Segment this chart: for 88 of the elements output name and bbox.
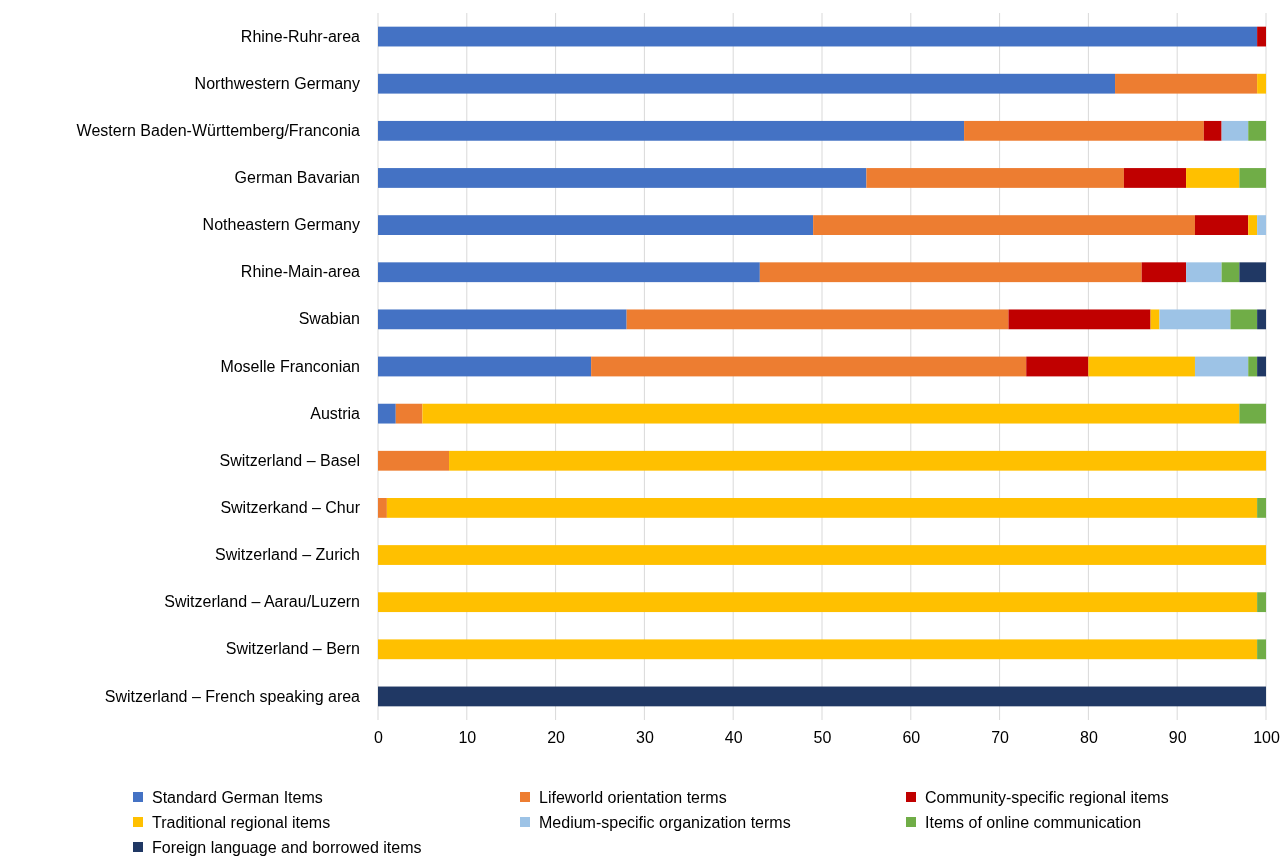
bar bbox=[378, 215, 814, 235]
bar bbox=[1257, 356, 1266, 377]
bar bbox=[378, 592, 1258, 613]
bar bbox=[1150, 309, 1160, 330]
bar bbox=[378, 168, 867, 188]
bar bbox=[1257, 639, 1266, 660]
x-tick-label: 80 bbox=[1080, 729, 1098, 747]
y-tick-label: Western Baden-Württemberg/Franconia bbox=[76, 121, 361, 139]
bar bbox=[1257, 309, 1266, 330]
y-tick-label: Austria bbox=[310, 404, 361, 422]
bar bbox=[378, 545, 1266, 565]
bar bbox=[378, 26, 1258, 47]
bar bbox=[378, 403, 396, 424]
y-tick-label: Moselle Franconian bbox=[220, 357, 360, 375]
bar bbox=[759, 262, 1142, 283]
bar bbox=[378, 639, 1258, 660]
bar bbox=[626, 309, 1009, 330]
bar bbox=[1248, 120, 1266, 141]
bar bbox=[1115, 73, 1258, 94]
y-tick-label: Switzerland – French speaking area bbox=[104, 687, 361, 705]
bar bbox=[1257, 498, 1266, 518]
bar bbox=[866, 168, 1124, 188]
x-tick-label: 0 bbox=[374, 729, 384, 747]
y-tick-label: Notheastern Germany bbox=[202, 216, 360, 234]
bar bbox=[378, 686, 1266, 707]
bar bbox=[378, 120, 965, 141]
x-tick-label: 60 bbox=[902, 729, 921, 747]
legend-label: Medium-specific organization terms bbox=[539, 814, 791, 831]
bar bbox=[1257, 592, 1266, 613]
bar bbox=[1221, 262, 1240, 283]
bar bbox=[1008, 309, 1151, 330]
x-tick-label: 50 bbox=[813, 729, 832, 747]
bar bbox=[813, 215, 1195, 235]
bar bbox=[1194, 215, 1249, 235]
legend-label: Lifeworld orientation terms bbox=[539, 789, 727, 806]
bar bbox=[1239, 403, 1266, 424]
bar bbox=[1257, 73, 1266, 94]
bar bbox=[1257, 215, 1266, 235]
y-tick-label: Swabian bbox=[298, 310, 360, 328]
bar bbox=[378, 450, 450, 471]
y-tick-label: German Bavarian bbox=[234, 169, 360, 187]
y-tick-label: Switzerkand – Chur bbox=[220, 499, 361, 517]
legend-label: Community-specific regional items bbox=[925, 789, 1169, 806]
y-tick-label: Rhine-Ruhr-area bbox=[240, 27, 361, 45]
y-tick-label: Switzerland – Zurich bbox=[215, 546, 360, 564]
y-tick-label: Switzerland – Basel bbox=[219, 451, 360, 469]
bar bbox=[1203, 120, 1222, 141]
bar bbox=[1141, 262, 1187, 283]
bar bbox=[1239, 168, 1266, 188]
bar bbox=[422, 403, 1240, 424]
bar bbox=[1248, 356, 1258, 377]
x-tick-label: 40 bbox=[724, 729, 743, 747]
x-tick-label: 90 bbox=[1168, 729, 1187, 747]
x-tick-label: 70 bbox=[991, 729, 1010, 747]
bar bbox=[1194, 356, 1249, 377]
bar bbox=[1248, 215, 1258, 235]
bar bbox=[378, 498, 387, 518]
bar bbox=[378, 262, 760, 283]
bar bbox=[964, 120, 1204, 141]
bar bbox=[378, 356, 592, 377]
bar bbox=[1239, 262, 1266, 283]
bar bbox=[449, 450, 1266, 471]
bar bbox=[1123, 168, 1187, 188]
legend-label: Standard German Items bbox=[152, 789, 323, 806]
bar bbox=[378, 73, 1116, 94]
bar bbox=[1026, 356, 1089, 377]
y-tick-label: Switzerland – Bern bbox=[225, 640, 360, 658]
y-tick-label: Rhine-Main-area bbox=[240, 263, 361, 281]
bar bbox=[591, 356, 1027, 377]
bar bbox=[1186, 168, 1240, 188]
bar bbox=[1221, 120, 1249, 141]
legend-label: Traditional regional items bbox=[152, 814, 331, 831]
x-tick-label: 10 bbox=[458, 729, 477, 747]
bar bbox=[1159, 309, 1231, 330]
x-tick-label: 30 bbox=[636, 729, 654, 747]
y-tick-label: Northwestern Germany bbox=[194, 74, 360, 92]
x-tick-label: 20 bbox=[547, 729, 566, 747]
bar bbox=[1230, 309, 1258, 330]
bar bbox=[1186, 262, 1222, 283]
y-tick-label: Switzerland – Aarau/Luzern bbox=[164, 593, 360, 611]
bar bbox=[1257, 26, 1266, 47]
bar bbox=[1088, 356, 1195, 377]
bar bbox=[378, 309, 627, 330]
bar bbox=[395, 403, 423, 424]
legend-label: Items of online communication bbox=[925, 814, 1142, 831]
bar bbox=[386, 498, 1258, 518]
legend-label: Foreign language and borrowed items bbox=[152, 839, 422, 856]
x-tick-label: 100 bbox=[1253, 729, 1280, 747]
